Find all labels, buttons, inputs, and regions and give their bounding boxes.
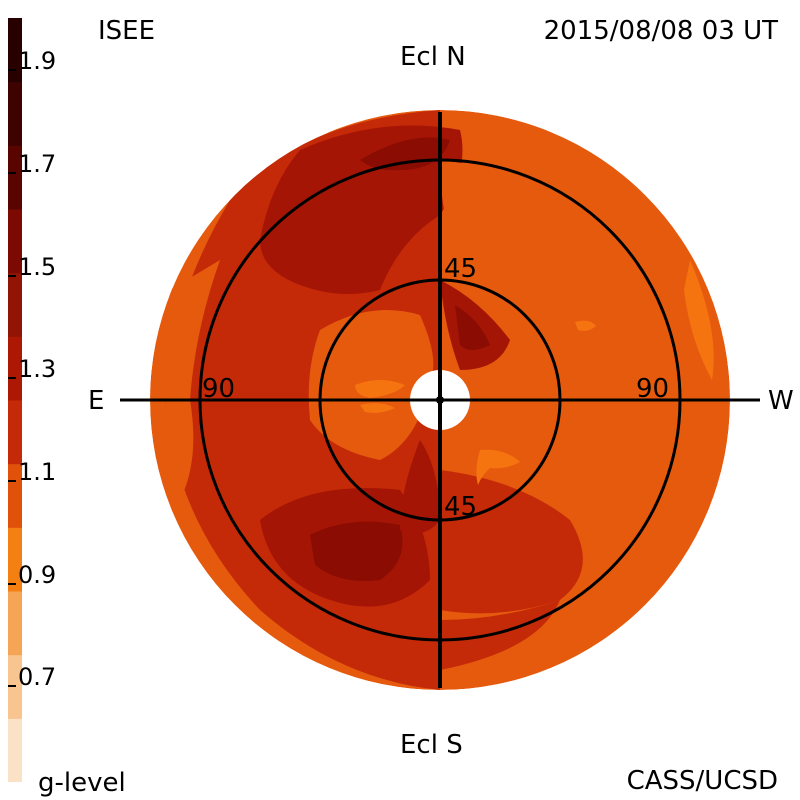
ring-label-90-right: 90 bbox=[636, 374, 670, 404]
colorbar-band bbox=[8, 209, 22, 274]
compass-south: Ecl S bbox=[400, 730, 463, 760]
compass-east: E bbox=[88, 386, 105, 416]
datetime-label: 2015/08/08 03 UT bbox=[543, 16, 778, 46]
ring-label-45-bottom: 45 bbox=[444, 492, 478, 522]
colorbar-tick: 1.1 bbox=[8, 460, 56, 484]
colorbar-band bbox=[8, 591, 22, 656]
colorbar-band bbox=[8, 336, 22, 401]
colorbar-tick: 1.7 bbox=[8, 152, 56, 176]
ring-label-90-left: 90 bbox=[202, 374, 236, 404]
colorbar-band bbox=[8, 272, 22, 337]
colorbar-tick: 1.3 bbox=[8, 357, 56, 381]
colorbar-tick: 1.5 bbox=[8, 255, 56, 279]
colorbar-band bbox=[8, 145, 22, 210]
compass-west: W bbox=[768, 386, 794, 416]
colorbar-tick: 0.7 bbox=[8, 665, 56, 689]
colorbar-tick: 1.9 bbox=[8, 49, 56, 73]
colorbar-band bbox=[8, 18, 22, 83]
colorbar bbox=[8, 18, 22, 782]
compass-north: Ecl N bbox=[400, 42, 466, 72]
center-dot bbox=[436, 396, 444, 404]
colorbar-tick: 0.9 bbox=[8, 563, 56, 587]
g-level-map bbox=[150, 110, 730, 690]
legend-title: g-level bbox=[38, 768, 126, 798]
colorbar-band bbox=[8, 81, 22, 146]
colorbar-band bbox=[8, 527, 22, 592]
colorbar-band bbox=[8, 718, 22, 782]
colorbar-band bbox=[8, 400, 22, 465]
ring-label-45-top: 45 bbox=[444, 254, 478, 284]
credit-label: CASS/UCSD bbox=[626, 766, 778, 796]
source-label: ISEE bbox=[98, 16, 156, 46]
colorbar-band bbox=[8, 463, 22, 528]
